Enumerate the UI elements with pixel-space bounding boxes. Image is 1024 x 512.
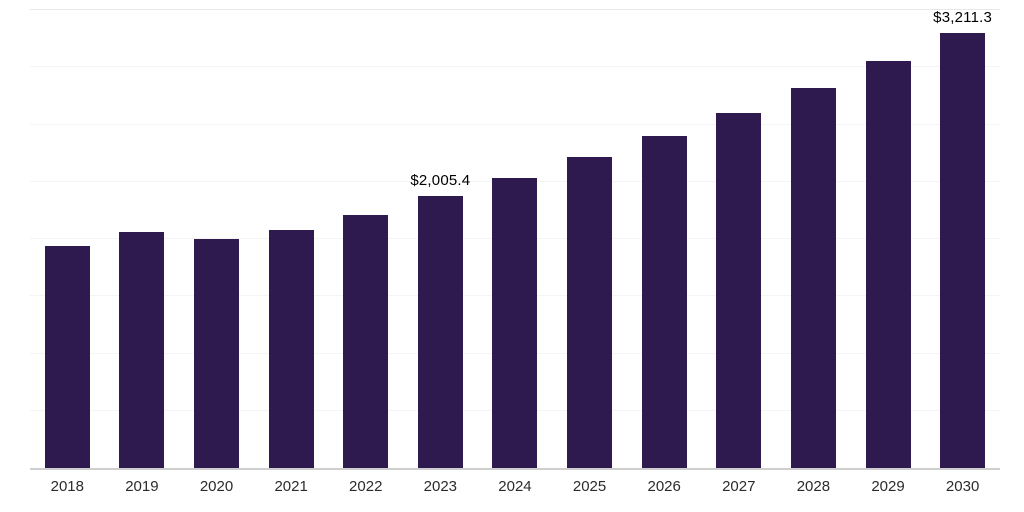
- x-axis-label-2023: 2023: [423, 478, 458, 495]
- bar-2023: [417, 196, 463, 468]
- bar-group-2019: [105, 232, 180, 468]
- x-axis-label-2030: 2030: [945, 478, 980, 495]
- bar-2019: [119, 232, 165, 468]
- bar-2021: [268, 230, 314, 468]
- gridline: [30, 66, 1000, 68]
- bars-row: $2,005.4 $3,211.3: [30, 9, 1000, 468]
- plot-area: $2,005.4 $3,211.3: [30, 9, 1000, 470]
- bar-group-2029: [851, 61, 926, 468]
- x-axis-label-2021: 2021: [274, 478, 308, 495]
- x-axis-label-2018: 2018: [50, 478, 84, 495]
- bar-group-2018: [30, 246, 105, 468]
- bar-group-2020: [179, 239, 254, 468]
- bar-2024: [492, 178, 538, 468]
- bar-2030: [940, 33, 986, 468]
- bar-value-label-2023: $2,005.4: [410, 172, 471, 189]
- x-axis-label-2029: 2029: [871, 478, 905, 495]
- bar-group-2030: $3,211.3: [925, 9, 1000, 468]
- x-axis-label-2022: 2022: [349, 478, 383, 495]
- bar-2020: [194, 239, 240, 468]
- bar-group-2022: [328, 215, 403, 468]
- x-axis-label-2026: 2026: [647, 478, 681, 495]
- bar-2022: [343, 215, 389, 468]
- bar-group-2027: [701, 113, 776, 468]
- bar-2018: [44, 246, 90, 468]
- x-axis-label-2019: 2019: [125, 478, 159, 495]
- bar-group-2021: [254, 230, 329, 468]
- bar-2027: [716, 113, 762, 468]
- bar-group-2025: [552, 157, 627, 468]
- x-axis-label-2025: 2025: [572, 478, 607, 495]
- bar-value-label-2030: $3,211.3: [933, 9, 993, 26]
- bar-2028: [790, 88, 836, 468]
- bar-group-2024: [478, 178, 553, 468]
- x-axis-label-2028: 2028: [796, 478, 831, 495]
- x-axis-label-2020: 2020: [199, 478, 234, 495]
- bar-2026: [641, 136, 687, 468]
- bar-group-2023: $2,005.4: [403, 172, 478, 468]
- x-axis-labels: 2018 2019 2020 2021 2022 2023 2024 2025 2026 2027…: [30, 478, 1000, 495]
- bar-group-2026: [627, 136, 702, 468]
- x-axis-label-2024: 2024: [498, 478, 532, 495]
- x-axis-label-2027: 2027: [722, 478, 756, 495]
- gridline: [30, 123, 1000, 125]
- bar-group-2028: [776, 88, 851, 468]
- bar-2025: [567, 157, 613, 468]
- bar-2029: [865, 61, 911, 468]
